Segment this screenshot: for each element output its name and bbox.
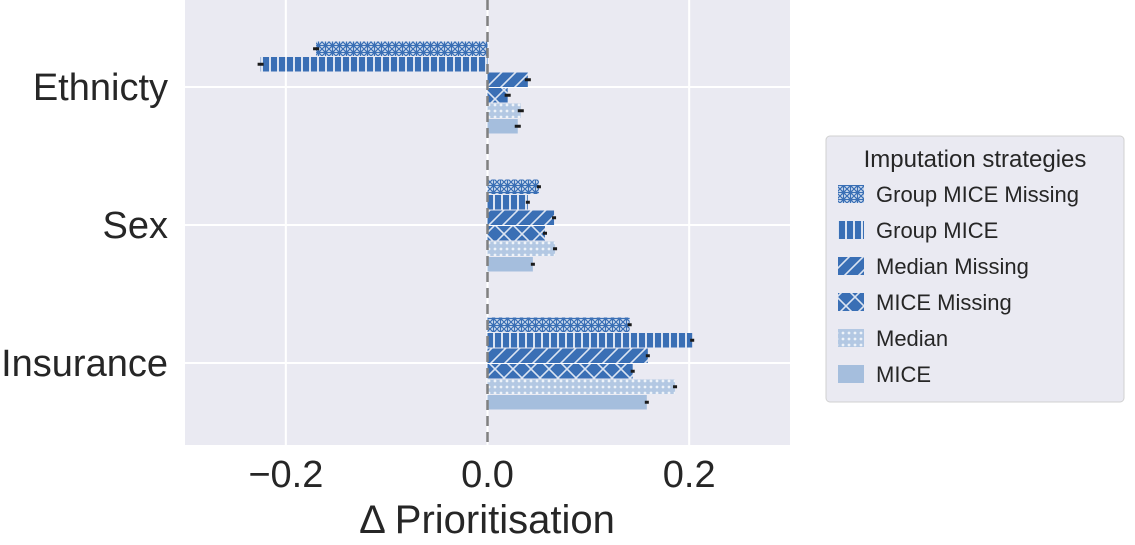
bar <box>487 103 521 118</box>
x-tick-label: 0.0 <box>461 454 514 496</box>
y-tick-label: Sex <box>103 205 168 247</box>
bar <box>487 379 676 394</box>
bar <box>487 364 633 379</box>
bar <box>260 57 488 72</box>
legend-swatch <box>838 329 864 347</box>
y-tick-label: Ethnicty <box>33 67 168 109</box>
bar <box>487 241 556 256</box>
bar <box>487 195 528 210</box>
legend-label: Group MICE Missing <box>876 182 1079 207</box>
bar <box>316 41 488 56</box>
legend-swatch <box>838 257 864 275</box>
legend-title: Imputation strategies <box>864 146 1087 173</box>
legend-swatch <box>838 221 864 239</box>
legend-label: Group MICE <box>876 218 998 243</box>
legend-swatch <box>838 293 864 311</box>
bar <box>487 317 630 332</box>
bar <box>487 72 528 87</box>
x-axis-label: Δ Prioritisation <box>359 498 615 540</box>
bar <box>487 119 518 134</box>
x-tick-label: 0.2 <box>663 454 716 496</box>
legend-swatch <box>838 365 864 383</box>
bar <box>487 395 647 410</box>
legend: Imputation strategies Group MICE Missing… <box>825 135 1125 403</box>
bar <box>487 210 555 225</box>
legend-label: Median <box>876 326 948 351</box>
bar <box>487 257 533 272</box>
bar <box>487 88 508 103</box>
legend-box <box>825 135 1125 403</box>
legend-label: Median Missing <box>876 254 1029 279</box>
bar <box>487 179 539 194</box>
x-tick-label: −0.2 <box>248 454 323 496</box>
legend-items: Group MICE Missing Group MICE Median Missi… <box>838 182 1079 387</box>
x-tick-labels: −0.2 0.0 0.2 <box>248 454 715 496</box>
legend-label: MICE Missing <box>876 290 1012 315</box>
y-tick-labels: Ethnicty Sex Insurance <box>1 67 168 385</box>
bar <box>487 348 648 363</box>
bar <box>487 226 545 241</box>
legend-swatch <box>838 185 864 203</box>
bar <box>487 333 693 348</box>
legend-label: MICE <box>876 362 931 387</box>
y-tick-label: Insurance <box>1 343 168 385</box>
bars <box>257 41 695 410</box>
